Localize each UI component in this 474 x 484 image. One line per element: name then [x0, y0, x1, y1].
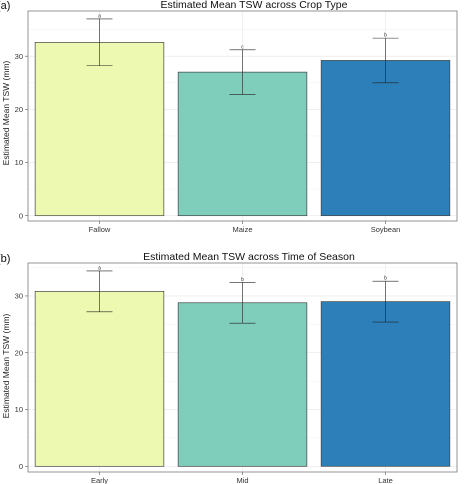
- plot-frame: [27, 10, 458, 222]
- panel-time-of-season: (b) Estimated Mean TSW across Time of Se…: [0, 251, 458, 484]
- y-tick-label: 10: [15, 158, 23, 167]
- panel-crop-type: (a) Estimated Mean TSW across Crop Type …: [0, 0, 458, 234]
- significance-letter: c: [241, 44, 244, 50]
- significance-letter: a: [98, 13, 101, 19]
- bar-late: [320, 301, 451, 467]
- y-tick-label: 0: [19, 211, 23, 220]
- bar-maize: [177, 71, 308, 217]
- panel-label-a: (a): [0, 0, 10, 12]
- y-tick-label: 0: [19, 462, 23, 471]
- significance-letter: b: [384, 276, 387, 282]
- chart-title-a: Estimated Mean TSW across Crop Type: [161, 0, 348, 11]
- y-tick-label: 30: [15, 52, 23, 61]
- bar-mid: [177, 302, 308, 467]
- x-tick-label: Maize: [232, 225, 252, 234]
- significance-letter: b: [384, 33, 387, 39]
- x-tick-label: Early: [91, 476, 108, 484]
- x-tick-label: Mid: [236, 476, 248, 484]
- bar-fallow: [34, 42, 165, 217]
- significance-letter: a: [98, 265, 101, 271]
- y-tick-label: 30: [15, 292, 23, 301]
- x-tick-label: Fallow: [89, 225, 111, 234]
- bar-soybean: [320, 60, 451, 217]
- chart-title-b: Estimated Mean TSW across Time of Season: [143, 251, 355, 263]
- y-tick-label: 20: [15, 348, 23, 357]
- y-tick-label: 20: [15, 105, 23, 114]
- panel-label-b: (b): [0, 253, 10, 265]
- y-axis-label-a: Estimated Mean TSW (mm): [1, 60, 11, 165]
- y-axis-label-b: Estimated Mean TSW (mm): [1, 313, 11, 418]
- plot-frame: [27, 262, 458, 473]
- x-tick-label: Soybean: [371, 225, 401, 234]
- x-tick-label: Late: [378, 476, 393, 484]
- y-tick-label: 10: [15, 405, 23, 414]
- bar-early: [34, 291, 165, 467]
- significance-letter: b: [241, 277, 244, 283]
